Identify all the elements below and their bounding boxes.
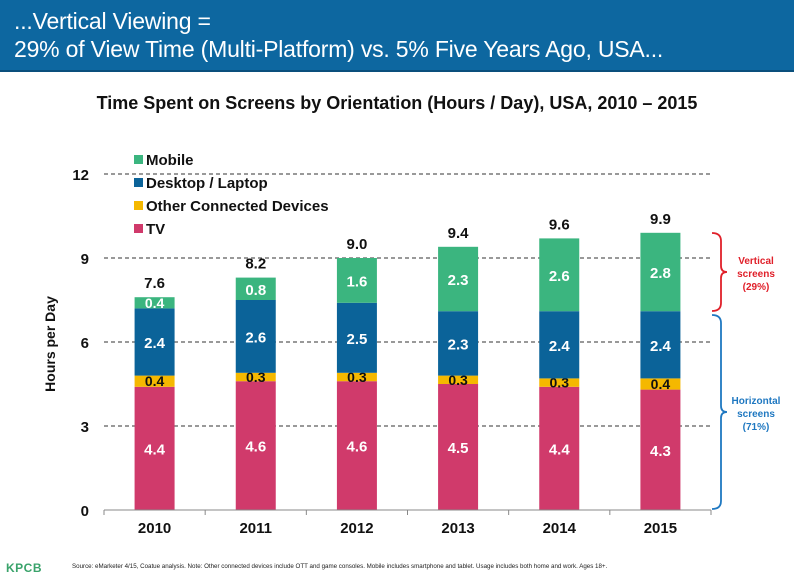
annotation-text: Vertical xyxy=(738,256,774,267)
data-label: 2.4 xyxy=(144,335,166,352)
bar-segment-desktop-laptop xyxy=(235,300,276,373)
bar-segment-desktop-laptop xyxy=(134,308,175,376)
source-note: Source: eMarketer 4/15, Coatue analysis.… xyxy=(72,563,608,570)
data-label: 0.3 xyxy=(550,375,570,391)
data-label: 0.4 xyxy=(145,295,165,311)
bar-segment-desktop-laptop xyxy=(336,302,377,373)
bar-segment-other-connected-devices xyxy=(336,372,377,382)
total-label: 9.9 xyxy=(650,211,671,228)
x-tick-label: 2012 xyxy=(340,520,373,537)
bar-segment-mobile xyxy=(134,297,175,309)
bar-segment-desktop-laptop xyxy=(640,311,681,379)
x-tick-label: 2015 xyxy=(644,520,677,537)
data-label: 2.8 xyxy=(650,265,671,282)
y-tick-label: 3 xyxy=(81,419,89,436)
legend-label: Other Connected Devices xyxy=(146,198,329,215)
data-label: 2.4 xyxy=(549,338,571,355)
bar-segment-other-connected-devices xyxy=(539,378,580,387)
bar-segment-other-connected-devices xyxy=(640,378,681,390)
kpcb-logo: KPCB xyxy=(6,561,43,575)
annotation-text: (71%) xyxy=(743,422,770,433)
data-label: 2.4 xyxy=(650,338,672,355)
data-label: 1.6 xyxy=(346,273,367,290)
bar-segment-mobile xyxy=(336,258,377,303)
bar-segment-desktop-laptop xyxy=(539,311,580,379)
bar-segment-mobile xyxy=(640,232,681,312)
legend-swatch xyxy=(134,178,143,187)
data-label: 2.6 xyxy=(245,329,266,346)
data-label: 4.4 xyxy=(144,441,166,458)
data-label: 2.3 xyxy=(448,272,469,289)
annotation-text: Horizontal xyxy=(732,396,781,407)
data-label: 2.5 xyxy=(346,331,367,348)
bar-segment-tv xyxy=(336,381,377,510)
annotation-text: (29%) xyxy=(743,282,770,293)
bar-segment-mobile xyxy=(438,246,479,312)
data-label: 0.3 xyxy=(448,372,468,388)
total-label: 9.0 xyxy=(346,236,367,253)
legend-swatch xyxy=(134,201,143,210)
bar-segment-mobile xyxy=(235,277,276,300)
total-label: 8.2 xyxy=(245,256,266,273)
data-label: 0.8 xyxy=(245,282,266,299)
header-line-1: ...Vertical Viewing = xyxy=(14,8,211,34)
bar-segment-other-connected-devices xyxy=(134,375,175,387)
data-label: 2.6 xyxy=(549,268,570,285)
x-tick-label: 2013 xyxy=(441,520,474,537)
data-label: 4.6 xyxy=(346,439,367,456)
legend-swatch xyxy=(134,224,143,233)
legend-swatch xyxy=(134,155,143,164)
legend-label: TV xyxy=(146,221,165,238)
total-label: 9.4 xyxy=(448,225,470,242)
y-tick-label: 0 xyxy=(81,503,89,520)
bar-segment-other-connected-devices xyxy=(438,375,479,384)
vertical-brace-icon xyxy=(711,232,728,312)
annotation-text: screens xyxy=(737,409,775,420)
footer: KPCB Source: eMarketer 4/15, Coatue anal… xyxy=(0,561,794,575)
x-tick-label: 2011 xyxy=(239,520,272,537)
x-tick-label: 2014 xyxy=(543,520,577,537)
bar-segment-tv xyxy=(438,384,479,510)
bar-segment-tv xyxy=(640,389,681,510)
bar-segment-tv xyxy=(539,386,580,510)
data-label: 0.4 xyxy=(651,376,671,392)
data-label: 2.3 xyxy=(448,336,469,353)
y-tick-label: 12 xyxy=(72,167,89,184)
legend-label: Desktop / Laptop xyxy=(146,175,268,192)
total-label: 7.6 xyxy=(144,275,165,292)
data-label: 0.3 xyxy=(246,369,266,385)
horizontal-brace-icon xyxy=(711,314,728,510)
y-axis-label: Hours per Day xyxy=(42,296,58,392)
chart-title: Time Spent on Screens by Orientation (Ho… xyxy=(96,93,698,113)
bar-segment-other-connected-devices xyxy=(235,372,276,382)
bar-segment-tv xyxy=(134,386,175,510)
data-label: 0.4 xyxy=(145,373,165,389)
legend-label: Mobile xyxy=(146,152,194,169)
data-label: 4.4 xyxy=(549,441,571,458)
x-tick-label: 2010 xyxy=(138,520,171,537)
data-label: 4.6 xyxy=(245,439,266,456)
annotation-text: screens xyxy=(737,269,775,280)
data-label: 4.3 xyxy=(650,443,671,460)
data-label: 0.3 xyxy=(347,369,367,385)
y-tick-label: 6 xyxy=(81,335,89,352)
data-label: 4.5 xyxy=(448,440,469,457)
bar-segment-tv xyxy=(235,381,276,510)
header-line-2: 29% of View Time (Multi-Platform) vs. 5%… xyxy=(14,36,664,62)
total-label: 9.6 xyxy=(549,216,570,233)
slide-header: ...Vertical Viewing = 29% of View Time (… xyxy=(0,0,794,72)
y-tick-label: 9 xyxy=(81,251,89,268)
bar-segment-mobile xyxy=(539,238,580,312)
bar-segment-desktop-laptop xyxy=(438,311,479,376)
